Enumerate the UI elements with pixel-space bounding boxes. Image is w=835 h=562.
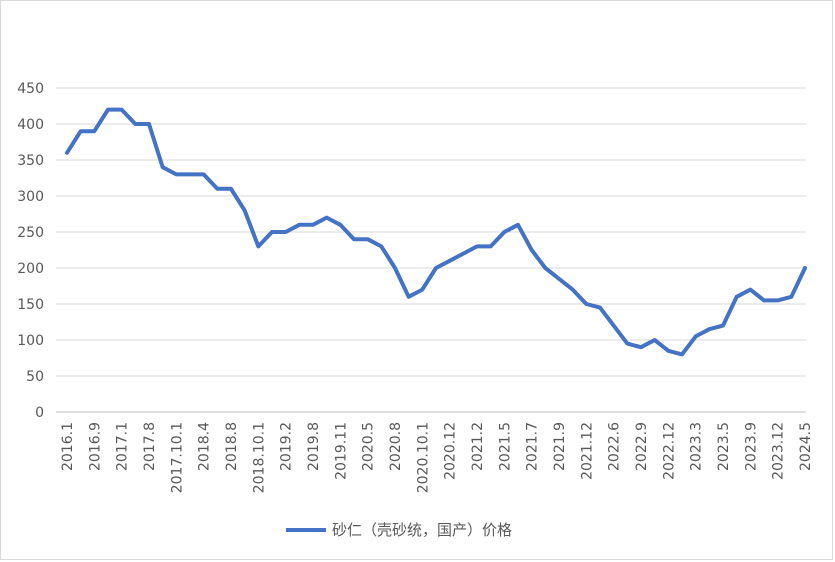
y-axis-ticks: 0 50 100 150 200 250 300 350 400 450 bbox=[17, 81, 44, 421]
y-tick-label: 200 bbox=[17, 261, 44, 277]
x-tick-label: 2019.2 bbox=[279, 422, 295, 471]
y-tick-label: 450 bbox=[17, 81, 44, 97]
x-tick-label: 2023.5 bbox=[716, 422, 732, 471]
x-tick-label: 2024.5 bbox=[798, 422, 814, 471]
y-tick-label: 300 bbox=[17, 189, 44, 205]
x-tick-label: 2023.12 bbox=[771, 422, 787, 480]
x-tick-label: 2018.8 bbox=[224, 422, 240, 471]
x-tick-label: 2018.4 bbox=[197, 422, 213, 471]
x-tick-label: 2022.12 bbox=[661, 422, 677, 480]
x-tick-label: 2018.10.1 bbox=[251, 422, 267, 493]
legend: 砂仁（壳砂统，国产）价格 bbox=[286, 521, 512, 539]
x-tick-label: 2020.12 bbox=[443, 422, 459, 480]
x-tick-label: 2019.8 bbox=[306, 422, 322, 471]
y-tick-label: 350 bbox=[17, 153, 44, 169]
x-tick-label: 2017.1 bbox=[115, 422, 131, 471]
x-tick-label: 2016.1 bbox=[60, 422, 76, 471]
legend-label: 砂仁（壳砂统，国产）价格 bbox=[332, 521, 512, 539]
x-tick-label: 2016.9 bbox=[87, 422, 103, 471]
x-tick-label: 2021.5 bbox=[497, 422, 513, 471]
x-tick-label: 2022.9 bbox=[634, 422, 650, 471]
y-tick-label: 0 bbox=[35, 405, 44, 421]
x-tick-label: 2021.7 bbox=[525, 422, 541, 471]
x-tick-label: 2021.9 bbox=[552, 422, 568, 471]
x-tick-label: 2017.8 bbox=[142, 422, 158, 471]
grid-lines bbox=[56, 87, 806, 413]
y-tick-label: 250 bbox=[17, 225, 44, 241]
y-tick-label: 50 bbox=[26, 369, 44, 385]
x-tick-label: 2019.11 bbox=[333, 422, 349, 480]
x-tick-label: 2022.6 bbox=[607, 422, 623, 471]
series-line bbox=[65, 107, 807, 357]
x-tick-label: 2020.5 bbox=[361, 422, 377, 471]
x-axis-ticks: 2016.1 2016.9 2017.1 2017.8 2017.10.1 2018.4 2… bbox=[60, 422, 814, 493]
x-tick-label: 2020.10.1 bbox=[415, 422, 431, 493]
x-tick-label: 2021.12 bbox=[579, 422, 595, 480]
x-tick-label: 2023.3 bbox=[689, 422, 705, 471]
x-tick-label: 2020.8 bbox=[388, 422, 404, 471]
y-tick-label: 400 bbox=[17, 117, 44, 133]
y-tick-label: 100 bbox=[17, 333, 44, 349]
x-tick-label: 2023.9 bbox=[743, 422, 759, 471]
x-tick-label: 2017.10.1 bbox=[169, 422, 185, 493]
y-tick-label: 150 bbox=[17, 297, 44, 313]
x-tick-label: 2021.2 bbox=[470, 422, 486, 471]
